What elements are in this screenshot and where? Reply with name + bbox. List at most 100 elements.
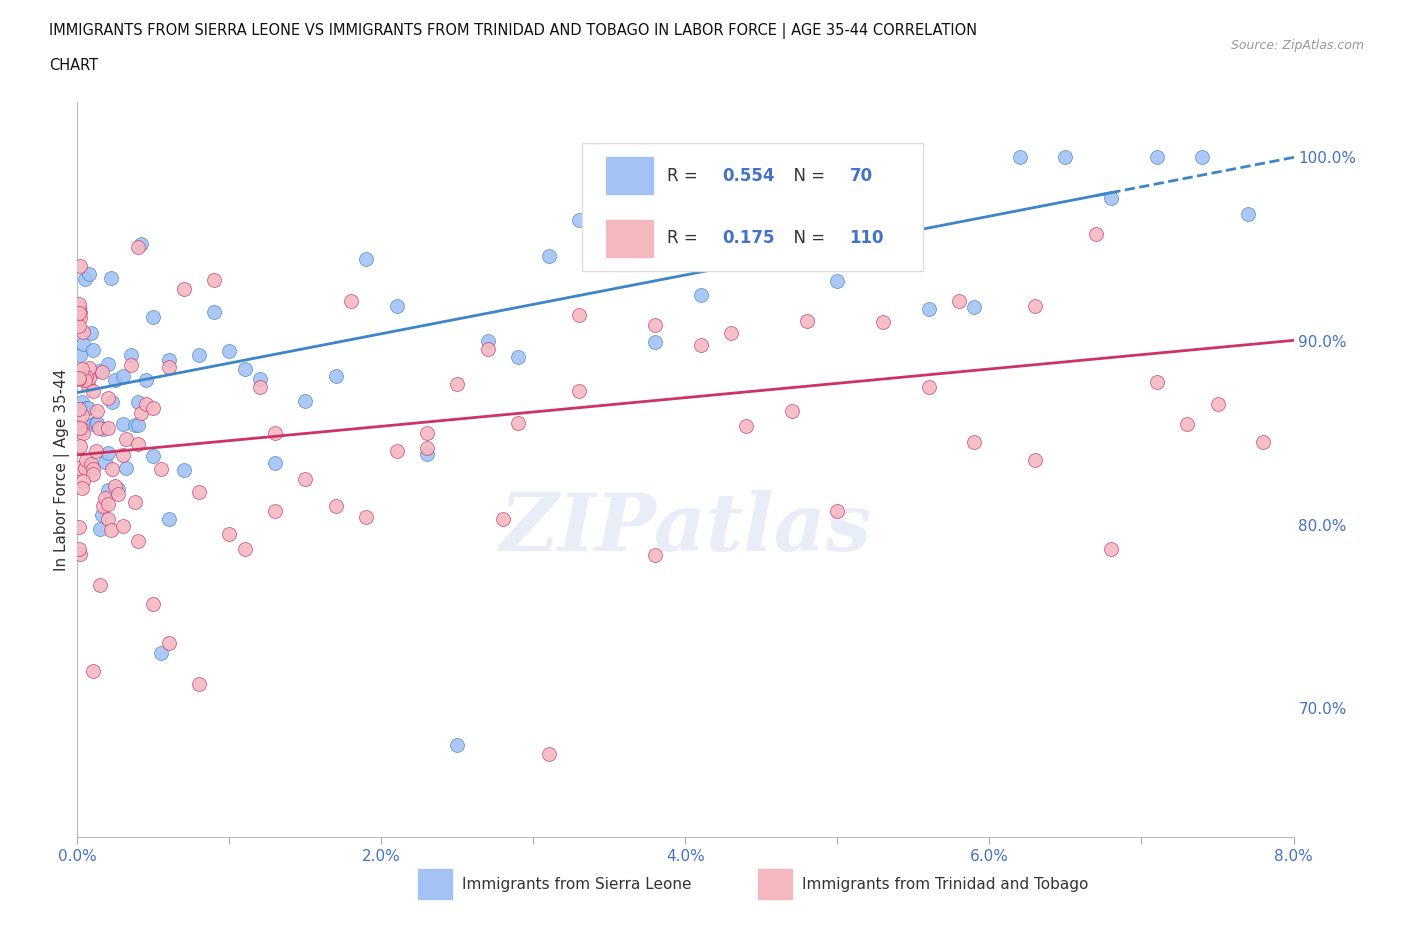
Point [416,425,439,440]
Point [142,310,165,325]
Point [157,360,180,375]
Point [416,440,439,455]
Bar [606,219,652,257]
Point [127,437,149,452]
Point [67,402,90,417]
Point [75,453,97,468]
Point [101,395,124,410]
Point [202,304,225,319]
Point [644,547,666,562]
Point [827,503,849,518]
Text: 0.175: 0.175 [721,229,775,247]
Point [385,299,408,313]
Point [142,401,165,416]
Point [872,243,894,258]
Point [79,370,101,385]
Point [492,512,515,526]
Point [77,400,100,415]
Point [70,407,93,422]
Point [689,287,711,302]
Point [354,251,377,266]
Point [735,419,758,434]
Point [720,326,742,340]
Point [354,510,377,525]
Point [149,645,172,660]
Point [1084,226,1107,241]
Point [111,518,134,533]
Point [129,236,152,251]
Point [135,373,157,388]
Point [107,482,129,497]
Point [82,383,104,398]
Point [127,239,149,254]
Text: ZIPatlas: ZIPatlas [499,490,872,567]
Bar [758,869,793,899]
Point [79,360,101,375]
Point [537,249,560,264]
Point [264,504,287,519]
Point [157,635,180,650]
Point [598,150,620,165]
Point [69,420,91,435]
Point [918,379,941,394]
Point [115,432,138,446]
Point [135,397,157,412]
Point [93,491,115,506]
Point [80,326,103,341]
Point [827,273,849,288]
Point [568,383,591,398]
Point [780,175,803,190]
Text: N =: N = [783,229,830,247]
Point [75,370,97,385]
Point [188,347,211,362]
Point [340,294,363,309]
Point [477,341,499,356]
Point [97,391,120,405]
Point [963,299,986,314]
Point [872,315,894,330]
Point [948,293,970,308]
Text: 110: 110 [849,229,884,247]
Point [67,370,90,385]
Point [104,373,127,388]
Point [446,737,468,752]
Point [127,418,149,432]
Point [73,461,96,476]
Point [100,523,122,538]
Point [644,335,666,350]
Point [82,417,104,432]
Point [72,337,94,352]
Point [67,297,90,312]
Point [918,301,941,316]
Point [111,417,134,432]
Point [72,325,94,339]
Point [111,447,134,462]
Point [385,444,408,458]
Point [67,520,90,535]
Point [1175,417,1198,432]
Point [87,420,110,435]
Bar [606,157,652,194]
Text: Immigrants from Sierra Leone: Immigrants from Sierra Leone [461,876,692,892]
Point [72,426,94,441]
Point [963,434,986,449]
Point [67,460,90,475]
Point [90,507,112,522]
Point [72,474,94,489]
Point [508,350,530,365]
Point [325,369,347,384]
Point [142,597,165,612]
Point [1146,150,1168,165]
Point [77,378,100,392]
Point [568,212,591,227]
Point [872,254,894,269]
Text: Source: ZipAtlas.com: Source: ZipAtlas.com [1230,39,1364,52]
Point [73,372,96,387]
Text: CHART: CHART [49,58,98,73]
Point [294,394,316,409]
Point [97,497,120,512]
Point [84,444,107,458]
Point [264,456,287,471]
Point [80,457,103,472]
Point [111,368,134,383]
